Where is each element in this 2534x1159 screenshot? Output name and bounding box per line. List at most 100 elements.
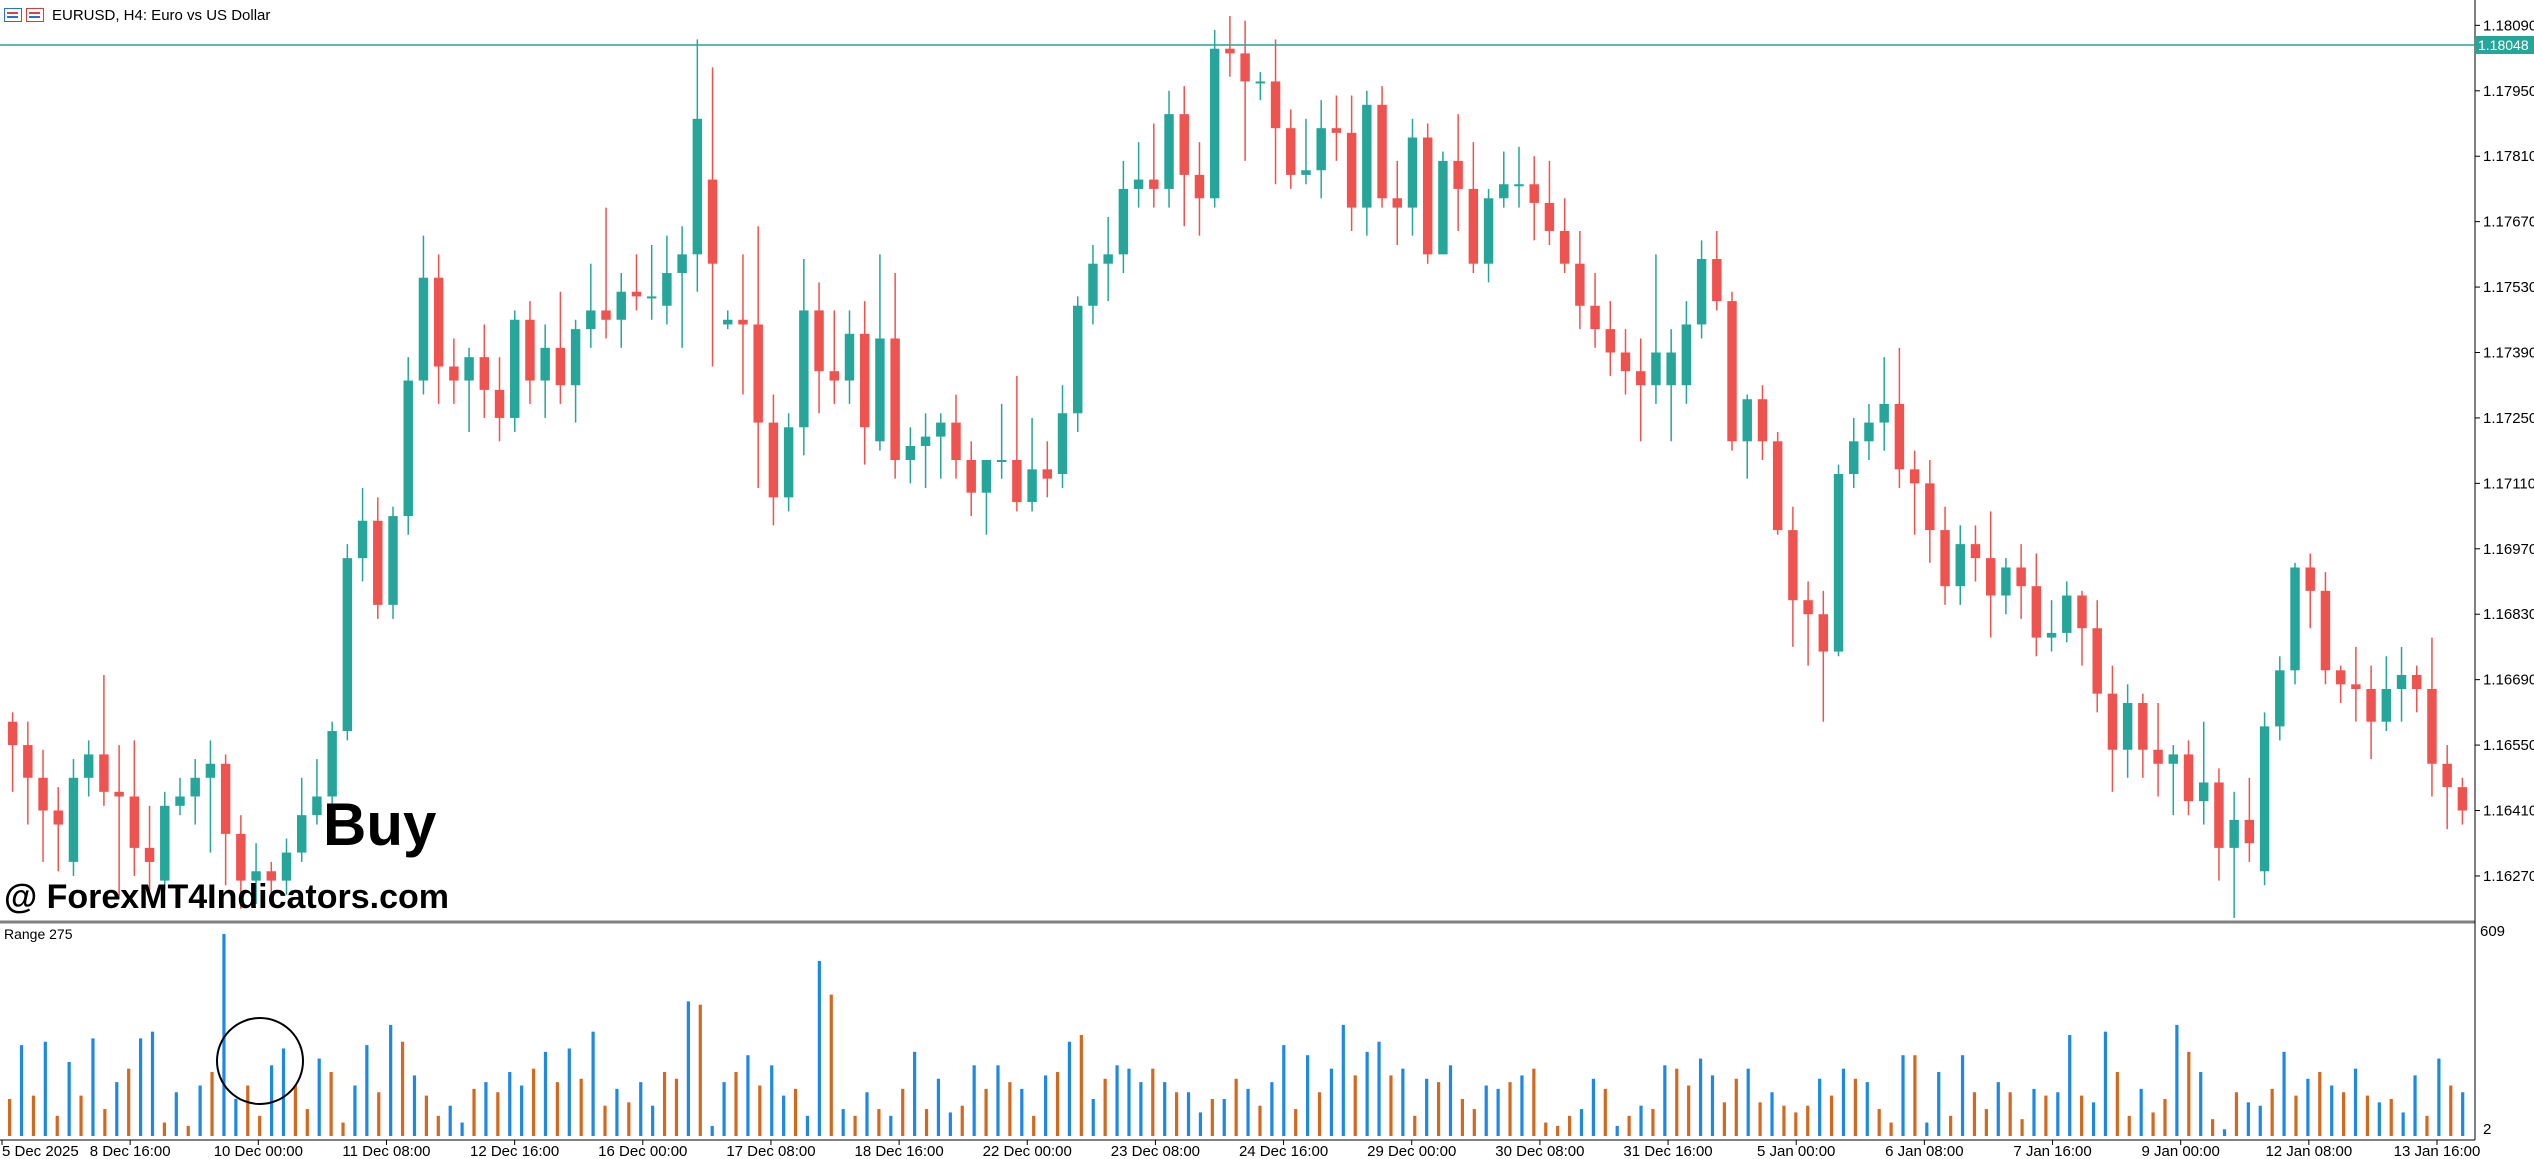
range-bar bbox=[448, 1105, 452, 1136]
range-bar bbox=[1710, 1075, 1715, 1136]
candle bbox=[1118, 160, 1129, 274]
candle-body bbox=[220, 763, 231, 834]
range-bar bbox=[2068, 1035, 2072, 1136]
range-bar bbox=[579, 1078, 583, 1136]
range-bar bbox=[901, 1088, 905, 1136]
chart-properties-icon[interactable] bbox=[26, 8, 44, 22]
range-bar bbox=[1246, 1088, 1250, 1136]
candle-body bbox=[2183, 754, 2194, 802]
candle bbox=[1194, 142, 1205, 236]
range-bar bbox=[103, 1109, 107, 1136]
range-bar bbox=[162, 1122, 167, 1136]
candle-body bbox=[403, 380, 413, 517]
candle-body bbox=[1849, 441, 1859, 475]
candle bbox=[53, 787, 63, 872]
range-bar bbox=[2044, 1095, 2048, 1136]
candle-body bbox=[281, 852, 292, 881]
range-bar bbox=[2461, 1092, 2465, 1136]
candle bbox=[1909, 450, 1920, 535]
candle-body bbox=[753, 324, 763, 423]
candle-body bbox=[68, 777, 79, 862]
range-bar bbox=[1365, 1051, 1369, 1136]
candle bbox=[1240, 20, 1250, 161]
candle-body bbox=[494, 389, 505, 418]
time-tick-label: 10 Dec 00:00 bbox=[214, 1143, 303, 1159]
price-tick-label: 1.18090 bbox=[2483, 17, 2534, 34]
candle-body bbox=[2199, 782, 2209, 802]
range-bar bbox=[1996, 1082, 2000, 1136]
candle bbox=[2168, 745, 2179, 816]
range-bar bbox=[341, 1122, 345, 1136]
price-tick-label: 1.16970 bbox=[2483, 541, 2534, 558]
candle bbox=[83, 740, 94, 797]
candle-body bbox=[2046, 632, 2057, 638]
chart-title: EURUSD, H4: Euro vs US Dollar bbox=[52, 6, 271, 24]
range-bar bbox=[2056, 1092, 2060, 1136]
candle bbox=[1453, 114, 1463, 231]
candle-body bbox=[1605, 329, 1616, 353]
range-bar bbox=[841, 1109, 845, 1136]
candle bbox=[2122, 684, 2133, 778]
candle-body bbox=[844, 333, 855, 381]
candle bbox=[1757, 385, 1768, 460]
candle-body bbox=[83, 754, 94, 778]
range-bar bbox=[853, 1115, 857, 1136]
range-bar bbox=[2306, 1078, 2310, 1136]
range-bar bbox=[1186, 1092, 1191, 1136]
range-bar bbox=[1460, 1098, 1465, 1136]
range-bar bbox=[2294, 1095, 2298, 1136]
candle bbox=[631, 254, 642, 311]
candle-body bbox=[601, 310, 611, 320]
range-bar bbox=[734, 1072, 738, 1136]
candle bbox=[1042, 441, 1053, 498]
candle-body bbox=[1666, 352, 1676, 386]
range-bar bbox=[889, 1115, 893, 1136]
range-bar bbox=[2187, 1051, 2191, 1136]
range-bar bbox=[210, 1072, 214, 1136]
price-tick-label: 1.16690 bbox=[2483, 672, 2534, 689]
range-bar bbox=[2401, 1112, 2405, 1136]
candle bbox=[1027, 417, 1037, 512]
candle bbox=[2335, 665, 2346, 704]
candle-body bbox=[677, 254, 687, 274]
range-bar bbox=[1782, 1105, 1786, 1136]
range-bar bbox=[460, 1122, 464, 1136]
watermark: @ ForexMT4Indicators.com bbox=[4, 878, 450, 916]
range-bar bbox=[2353, 1068, 2358, 1136]
range-bar bbox=[1484, 1085, 1488, 1136]
candle-body bbox=[2366, 688, 2376, 722]
candle-body bbox=[205, 763, 216, 778]
candle-body bbox=[2442, 763, 2452, 788]
price-tick-label: 1.16270 bbox=[2483, 868, 2534, 885]
candle-body bbox=[190, 777, 200, 797]
candle bbox=[494, 357, 505, 442]
candle bbox=[1864, 403, 1874, 460]
candle-body bbox=[586, 310, 596, 330]
candle bbox=[783, 413, 794, 512]
candle-body bbox=[99, 754, 109, 792]
candle bbox=[2016, 544, 2026, 619]
range-bar bbox=[1139, 1082, 1143, 1136]
candle bbox=[738, 254, 748, 395]
range-bar bbox=[2127, 1115, 2131, 1136]
range-bar bbox=[2115, 1072, 2119, 1136]
candle bbox=[2229, 791, 2239, 918]
candle bbox=[936, 413, 946, 479]
candle bbox=[2199, 721, 2209, 825]
candle-body bbox=[1042, 469, 1053, 479]
candle bbox=[1788, 506, 1798, 647]
candle-body bbox=[2305, 567, 2315, 591]
chart-window-icon[interactable] bbox=[4, 8, 22, 22]
range-bar bbox=[1353, 1075, 1357, 1136]
range-bar bbox=[1020, 1088, 1024, 1136]
range-bar bbox=[1877, 1109, 1881, 1136]
candle bbox=[99, 674, 109, 806]
candle-body bbox=[738, 319, 748, 325]
range-bar bbox=[1508, 1082, 1512, 1136]
range-bar bbox=[984, 1088, 988, 1136]
candle-body bbox=[1575, 263, 1585, 306]
candle bbox=[1377, 86, 1387, 208]
range-bar bbox=[138, 1038, 143, 1136]
candle-body bbox=[1240, 53, 1250, 82]
